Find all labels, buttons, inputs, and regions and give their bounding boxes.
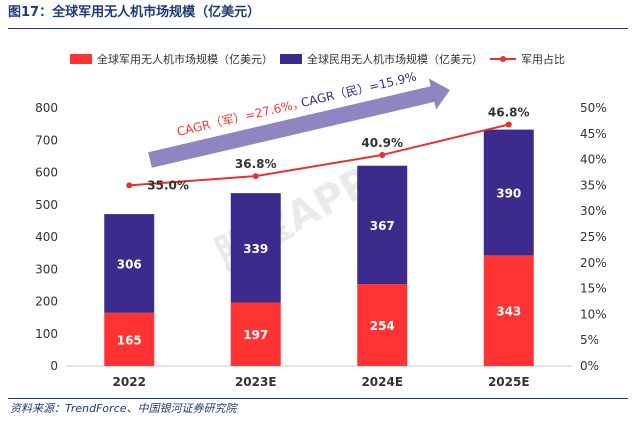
y-left-tick-label: 100 [35,327,58,341]
y-left-tick-label: 300 [35,262,58,276]
legend-label-share: 军用占比 [521,52,565,66]
y-right-tick-label: 5% [580,333,599,347]
y-right-tick-label: 35% [580,178,607,192]
y-right-tick-label: 0% [580,359,599,373]
data-label-civil: 367 [370,219,395,233]
bar-civil [104,214,155,313]
y-right-tick-label: 15% [580,282,607,296]
point-military-share [252,173,259,180]
y-left-tick-label: 200 [35,295,58,309]
legend-swatch-military [70,54,92,64]
y-left-tick-label: 600 [35,166,58,180]
x-tick-label: 2022 [113,375,146,389]
point-military-share [126,182,133,189]
data-label-share: 40.9% [361,136,403,150]
legend-label-civil: 全球民用无人机市场规模（亿美元） [307,52,483,66]
bar-military [230,302,281,366]
y-left-tick-label: 400 [35,230,58,244]
line-military-share [129,123,509,187]
bar-civil [357,165,408,285]
bar-civil [230,193,281,303]
chart-title: 图17：全球军用无人机市场规模（亿美元） [8,5,261,20]
y-left-tick-label: 700 [35,133,58,147]
source-note: 资料来源：TrendForce、中国银河证券研究院 [10,402,237,415]
x-tick-label: 2023E [235,375,277,389]
data-label-civil: 339 [243,242,268,256]
point-military-share [379,151,386,158]
y-left-tick-label: 500 [35,198,58,212]
legend-label-military: 全球军用无人机市场规模（亿美元） [97,52,273,66]
y-left-tick-label: 800 [35,101,58,115]
data-label-civil: 390 [496,186,521,200]
y-left-tick-label: 0 [50,359,58,373]
data-label-civil: 306 [117,257,142,271]
data-label-military: 165 [117,333,142,347]
y-right-tick-label: 50% [580,101,607,115]
cagr-arrow [148,78,450,168]
data-label-share: 35.0% [147,178,189,192]
y-right-tick-label: 40% [580,153,607,167]
bar-military [357,284,408,366]
data-label-military: 343 [496,305,521,319]
x-tick-label: 2024E [361,375,403,389]
legend-marker-share [500,56,506,62]
y-right-tick-label: 25% [580,230,607,244]
data-label-share: 46.8% [488,106,530,120]
y-right-tick-label: 30% [580,204,607,218]
y-right-tick-label: 45% [580,127,607,141]
title-divider [8,28,628,29]
data-label-share: 36.8% [235,157,277,171]
bar-military [483,255,534,366]
source-divider [8,398,628,399]
bar-civil [483,129,534,256]
point-military-share [505,121,512,128]
bar-military [104,312,155,366]
data-label-military: 197 [243,328,268,342]
data-label-military: 254 [370,319,395,333]
y-right-tick-label: 20% [580,256,607,270]
legend-swatch-civil [280,54,302,64]
x-tick-label: 2025E [488,375,530,389]
y-right-tick-label: 10% [580,307,607,321]
